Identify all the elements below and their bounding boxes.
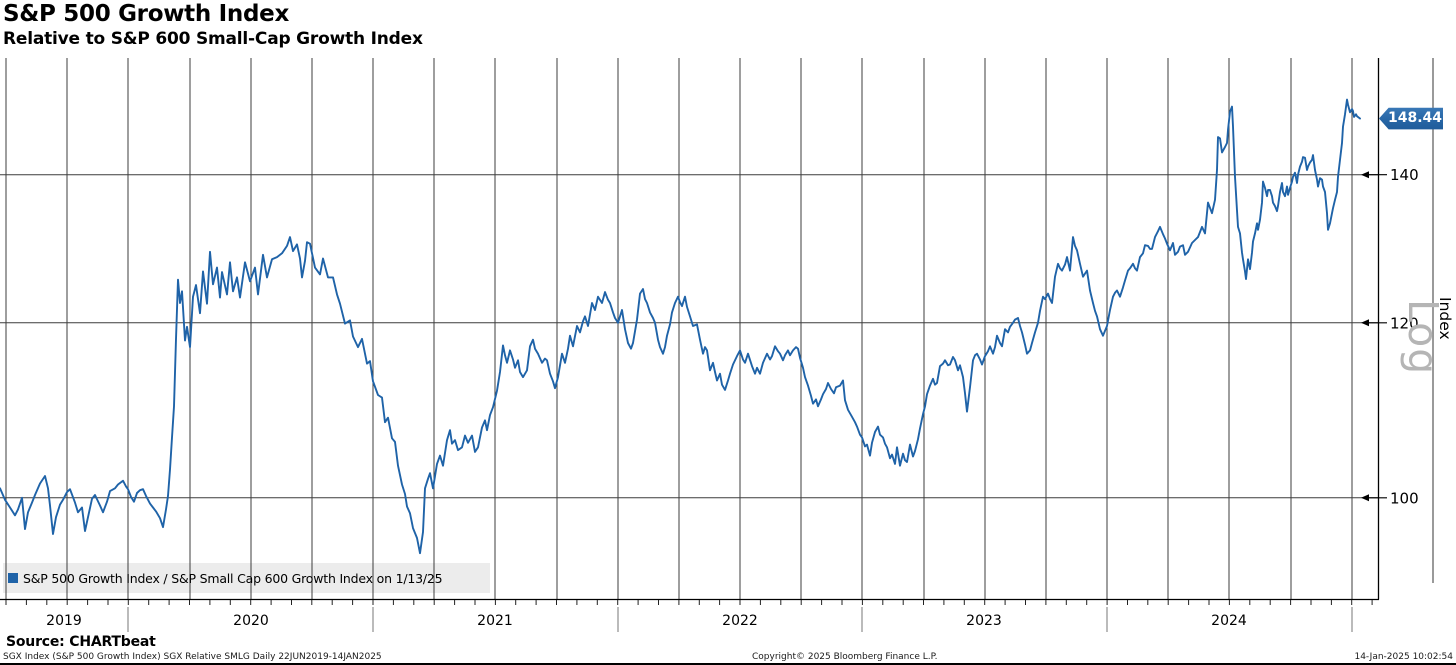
footer-copyright: Copyright© 2025 Bloomberg Finance L.P. (752, 652, 938, 662)
y-tick-label: 140 (1390, 166, 1419, 184)
footer-timestamp: 14-Jan-2025 10:02:54 (1354, 652, 1453, 662)
x-axis-year-label: 2024 (1211, 613, 1247, 629)
source-note: Source: CHARTbeat (6, 634, 156, 650)
y-tick-arrow-icon (1361, 319, 1369, 327)
legend-box-bg (3, 563, 490, 593)
chart-subtitle: Relative to S&P 600 Small-Cap Growth Ind… (3, 29, 423, 49)
x-axis-year-label: 2019 (46, 613, 82, 629)
y-tick-label: 120 (1390, 314, 1419, 332)
y-tick-arrow-icon (1361, 171, 1369, 179)
legend: S&P 500 Growth Index / S&P Small Cap 600… (8, 567, 443, 589)
footer-security-info: SGX Index (S&P 500 Growth Index) SGX Rel… (3, 652, 382, 662)
y-tick-arrow-icon (1361, 494, 1369, 502)
y-axis-title: Index (1436, 297, 1454, 340)
x-axis-year-label: 2020 (233, 613, 269, 629)
log-scale-watermark: Log (1399, 299, 1447, 376)
last-price-flag: 148.44 (1379, 107, 1443, 130)
legend-label: S&P 500 Growth Index / S&P Small Cap 600… (23, 570, 443, 586)
bottom-border-line (0, 663, 1456, 665)
x-axis-year-label: 2022 (722, 613, 758, 629)
x-axis-year-label: 2021 (477, 613, 513, 629)
legend-swatch-icon (8, 573, 18, 583)
chart-title: S&P 500 Growth Index (3, 1, 289, 27)
x-axis-year-label: 2023 (966, 613, 1002, 629)
series-line (0, 98, 1361, 555)
y-tick-label: 100 (1390, 489, 1419, 507)
